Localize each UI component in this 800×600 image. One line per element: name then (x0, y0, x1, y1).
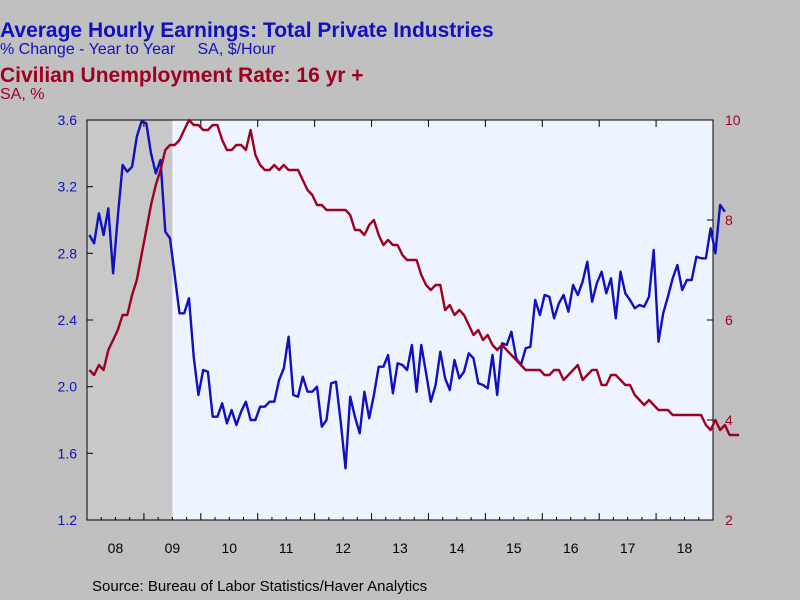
x-axis-tick-label: 09 (165, 540, 181, 556)
plot-area (87, 120, 713, 520)
right-axis-tick-label: 4 (725, 412, 733, 428)
x-axis-tick-label: 11 (279, 540, 294, 556)
right-axis-tick-label: 10 (725, 112, 741, 128)
x-axis-tick-label: 08 (108, 540, 124, 556)
left-axis-tick-label: 2.8 (58, 245, 78, 261)
x-axis-tick-label: 18 (677, 540, 693, 556)
chart-subtitle-earnings: % Change - Year to Year SA, $/Hour (0, 41, 276, 58)
source-note: Source: Bureau of Labor Statistics/Haver… (92, 578, 428, 595)
x-axis-tick-label: 12 (335, 540, 351, 556)
left-axis-tick-label: 3.2 (58, 179, 78, 195)
x-axis-tick-label: 17 (620, 540, 636, 556)
x-axis-tick-label: 13 (392, 540, 408, 556)
x-axis-tick-label: 16 (563, 540, 579, 556)
series-line-unemployment (88, 118, 740, 437)
series-line-earnings (88, 120, 726, 470)
chart-subtitle-unemployment: SA, % (0, 86, 45, 103)
recession-shade (87, 120, 173, 520)
right-axis-tick-label: 8 (725, 212, 733, 228)
left-axis-tick-label: 3.6 (58, 112, 78, 128)
x-axis-tick-label: 15 (506, 540, 522, 556)
left-axis-tick-label: 2.4 (58, 312, 78, 328)
right-axis-tick-label: 6 (725, 312, 733, 328)
chart-title-earnings: Average Hourly Earnings: Total Private I… (0, 19, 494, 42)
left-axis-tick-label: 1.2 (58, 512, 78, 528)
left-axis-tick-label: 2.0 (58, 379, 78, 395)
x-axis-tick-label: 14 (449, 540, 465, 556)
left-axis-tick-label: 1.6 (58, 445, 78, 461)
x-axis-tick-label: 10 (221, 540, 237, 556)
chart-title-unemployment: Civilian Unemployment Rate: 16 yr + (0, 64, 364, 87)
right-axis-tick-label: 2 (725, 512, 733, 528)
